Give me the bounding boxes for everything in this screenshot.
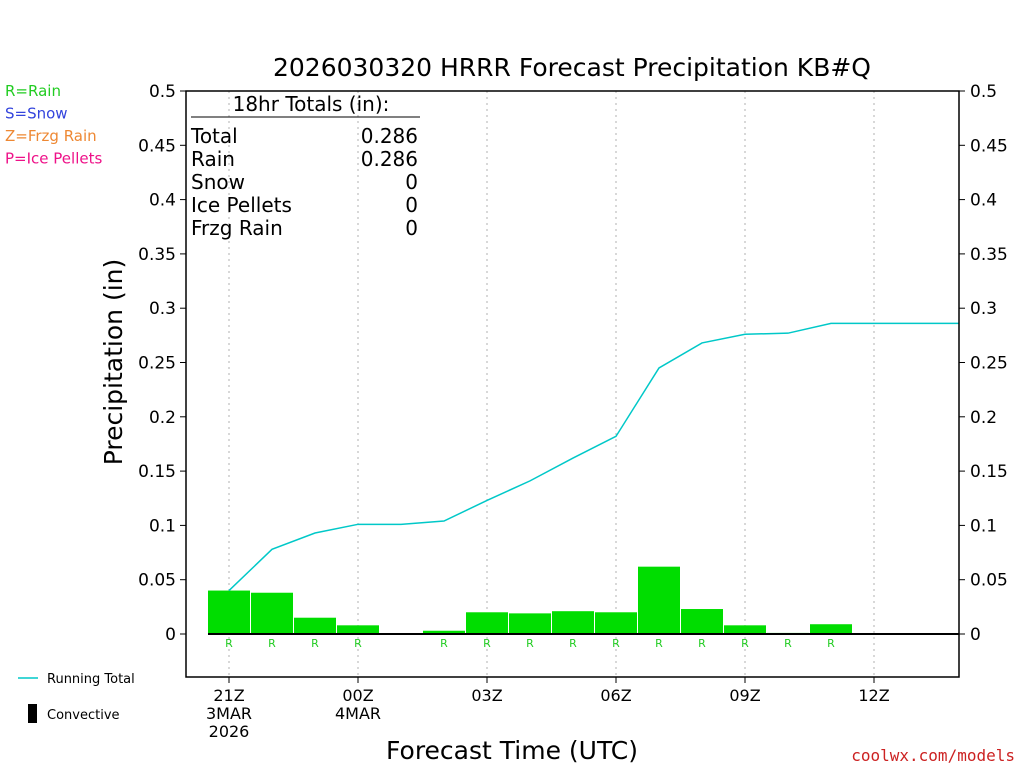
y-tick-label-right: 0.4 [970,191,997,211]
totals-row-value: 0.286 [361,147,418,171]
y-tick-label-left: 0.25 [138,354,176,374]
chart-title: 2026030320 HRRR Forecast Precipitation K… [273,53,871,82]
totals-heading: 18hr Totals (in): [233,92,390,116]
precip-type-marker: R [698,637,706,650]
rain-bar [681,609,723,634]
y-tick-label-right: 0.5 [970,82,997,102]
y-tick-label-left: 0.05 [138,571,176,591]
y-tick-label-left: 0 [165,625,176,645]
x-tick-label: 06Z [600,686,631,705]
precip-type-marker: R [354,637,362,650]
plot-frame [185,90,960,678]
x-axis-label: Forecast Time (UTC) [386,736,638,765]
y-tick-label-left: 0.2 [149,408,176,428]
totals-row-value: 0 [405,193,418,217]
y-tick-label-left: 0.5 [149,82,176,102]
type-legend-item: P=Ice Pellets [5,150,102,168]
type-legend-item: S=Snow [5,105,68,123]
x-tick-label: 21Z [213,686,244,705]
rain-bar [509,613,551,634]
legend-convective-swatch [28,704,37,723]
precip-type-marker: R [440,637,448,650]
totals-row-label: Ice Pellets [191,193,292,217]
y-tick-label-right: 0 [970,625,981,645]
y-tick-label-right: 0.25 [970,354,1008,374]
y-tick-label-right: 0.1 [970,516,997,536]
rain-bar [294,617,336,634]
y-tick-label-right: 0.2 [970,408,997,428]
precip-type-marker: R [741,637,749,650]
precip-type-marker: R [526,637,534,650]
precip-type-marker: R [268,637,276,650]
totals-row-label: Total [190,124,238,148]
totals-row-label: Frzg Rain [191,216,283,240]
rain-bar [724,625,766,634]
totals-row-value: 0 [405,170,418,194]
y-tick-label-right: 0.05 [970,571,1008,591]
y-tick-label-right: 0.45 [970,136,1008,156]
rain-bar [251,592,293,634]
y-tick-label-left: 0.35 [138,245,176,265]
type-legend-item: Z=Frzg Rain [5,127,97,145]
type-legend-item: R=Rain [5,82,61,100]
precip-type-marker: R [311,637,319,650]
totals-row-value: 0.286 [361,124,418,148]
x-tick-label: 03Z [471,686,502,705]
y-tick-label-left: 0.1 [149,516,176,536]
totals-row-label: Rain [191,147,235,171]
rain-bar [208,590,250,634]
credit-link: coolwx.com/models [851,746,1015,765]
rain-bar [638,566,680,634]
y-tick-label-left: 0.45 [138,136,176,156]
y-tick-label-right: 0.15 [970,462,1008,482]
rain-bar [595,612,637,634]
legend-convective-label: Convective [47,708,120,723]
y-tick-label-right: 0.3 [970,299,997,319]
totals-row-value: 0 [405,216,418,240]
precip-type-marker: R [827,637,835,650]
legend-running-total-label: Running Total [47,672,135,687]
precip-type-marker: R [612,637,620,650]
precip-type-marker: R [225,637,233,650]
x-tick-label: 09Z [729,686,760,705]
y-tick-label-left: 0.3 [149,299,176,319]
y-tick-label-right: 0.35 [970,245,1008,265]
running-total-line [228,322,959,592]
precip-type-marker: R [483,637,491,650]
rain-bar [337,625,379,634]
precip-type-marker: R [569,637,577,650]
x-tick-label: 2026 [209,722,250,741]
rain-bar [552,611,594,634]
x-tick-label: 12Z [858,686,889,705]
rain-bar [810,624,852,634]
precip-type-marker: R [655,637,663,650]
precip-type-marker: R [784,637,792,650]
rain-bar [423,630,465,634]
y-tick-label-left: 0.4 [149,191,176,211]
rain-bar [466,612,508,634]
x-tick-label: 4MAR [335,704,381,723]
x-tick-label: 00Z [342,686,373,705]
x-tick-label: 3MAR [206,704,252,723]
totals-row-label: Snow [191,170,245,194]
y-axis-label: Precipitation (in) [99,259,128,466]
y-tick-label-left: 0.15 [138,462,176,482]
